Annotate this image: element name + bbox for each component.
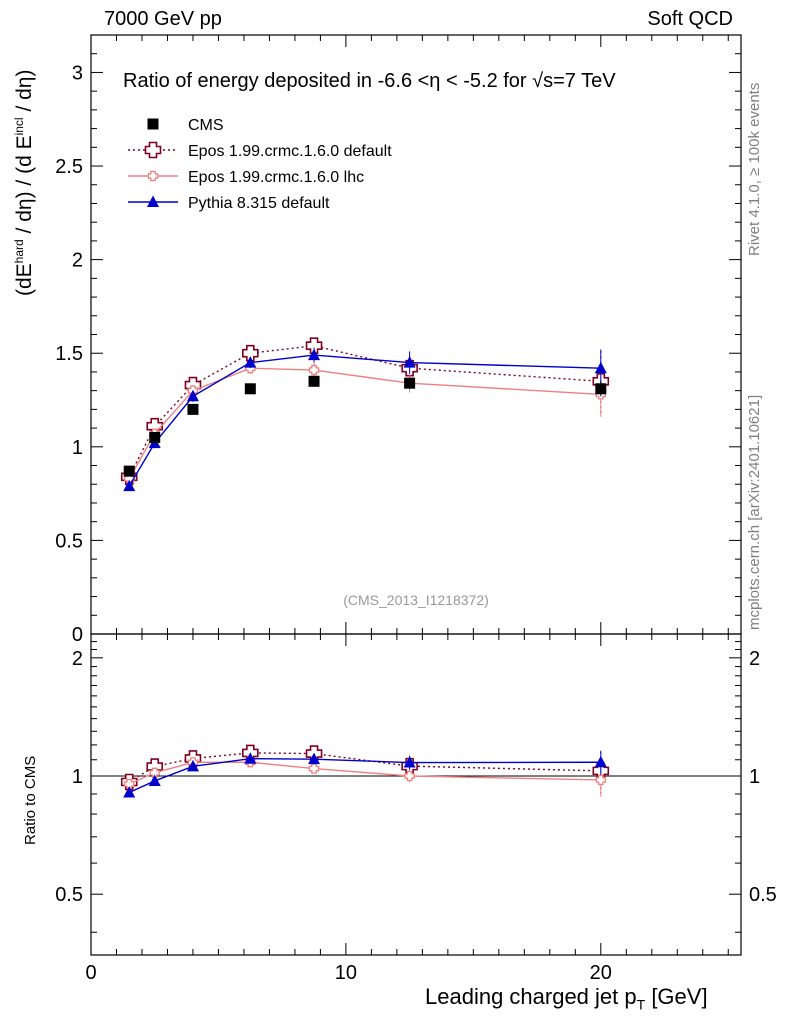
ratio-point <box>148 774 161 786</box>
ratio-point <box>186 759 199 772</box>
y-tick-label: 2 <box>72 250 83 272</box>
data-point <box>244 356 257 368</box>
data-point <box>242 344 259 362</box>
chart-title: Ratio of energy deposited in -6.6 <η < -… <box>123 70 616 92</box>
legend-item: Pythia 8.315 default <box>128 195 330 212</box>
series-cms <box>123 375 607 477</box>
ratio-point <box>595 774 606 786</box>
legend-marker <box>147 118 159 130</box>
analysis-id-label: (CMS_2013_I1218372) <box>343 592 489 608</box>
ratio-y-tick-label: 1 <box>749 766 760 788</box>
ratio-point <box>404 770 415 782</box>
y-tick-label: 0.5 <box>55 530 83 552</box>
data-point <box>187 403 199 415</box>
ratio-y-tick-label: 0.5 <box>749 884 777 906</box>
ratio-point <box>594 755 607 768</box>
x-axis-label: Leading charged jet pT [GeV] <box>425 984 708 1013</box>
data-point <box>149 431 161 443</box>
data-point <box>403 356 416 368</box>
energy-label: 7000 GeV pp <box>104 8 222 30</box>
legend: CMS Epos 1.99.crmc.1.6.0 default Epos 1.99… <box>128 117 392 212</box>
legend-label: Epos 1.99.crmc.1.6.0 default <box>188 143 392 160</box>
y-tick-label: 0 <box>72 624 83 646</box>
ratio-y-tick-label: 2 <box>72 648 83 670</box>
legend-item: CMS <box>147 117 224 134</box>
series-pythia-8-315-default <box>123 347 607 492</box>
legend-label: CMS <box>188 117 224 134</box>
series-line <box>128 345 601 478</box>
legend-label: Pythia 8.315 default <box>188 195 330 212</box>
ratio-y-axis-label: Ratio to CMS <box>22 755 39 845</box>
x-tick-label: 10 <box>335 962 357 984</box>
y-axis-label: (dEhard / dη) / (d Eincl / dη) <box>12 69 36 296</box>
ratio-point <box>308 763 320 774</box>
y-tick-label: 3 <box>72 62 83 84</box>
legend-label: Epos 1.99.crmc.1.6.0 lhc <box>188 169 364 186</box>
ratio-point <box>244 752 257 764</box>
data-point <box>123 479 136 492</box>
ratio-series-epos-1-99-crmc-1-6-0-lhc <box>124 757 606 797</box>
ratio-point <box>149 767 160 778</box>
x-tick-label: 20 <box>590 962 612 984</box>
data-point <box>305 337 323 355</box>
legend-marker <box>144 141 162 159</box>
data-point <box>308 364 320 376</box>
ratio-point <box>308 752 321 765</box>
data-point <box>308 348 321 361</box>
ratio-y-tick-label: 0.5 <box>55 884 83 906</box>
data-point <box>594 361 607 374</box>
data-point <box>123 465 135 477</box>
data-point <box>595 383 607 395</box>
ratio-point <box>124 778 135 790</box>
ratio-point <box>123 785 136 798</box>
y-tick-label: 2.5 <box>55 156 83 178</box>
data-point <box>404 377 416 389</box>
data-point <box>244 383 256 395</box>
process-label: Soft QCD <box>647 8 733 30</box>
ratio-y-tick-label: 1 <box>72 766 83 788</box>
data-point <box>308 375 320 387</box>
legend-item: Epos 1.99.crmc.1.6.0 lhc <box>128 169 364 186</box>
ratio-series-pythia-8-315-default <box>123 750 607 798</box>
legend-item: Epos 1.99.crmc.1.6.0 default <box>128 141 392 160</box>
y-tick-label: 1 <box>72 437 83 459</box>
legend-marker <box>147 170 159 182</box>
ratio-point <box>403 756 416 768</box>
mcplots-source-label: mcplots.cern.ch [arXiv:2401.10621] <box>746 394 763 630</box>
data-point <box>186 389 199 402</box>
legend-marker <box>147 195 159 207</box>
x-tick-label: 0 <box>85 962 96 984</box>
ratio-plot-frame <box>90 633 742 956</box>
ratio-y-tick-label: 2 <box>749 648 760 670</box>
rivet-version-label: Rivet 4.1.0, ≥ 100k events <box>746 82 763 256</box>
series-line <box>128 354 601 487</box>
y-tick-label: 1.5 <box>55 343 83 365</box>
